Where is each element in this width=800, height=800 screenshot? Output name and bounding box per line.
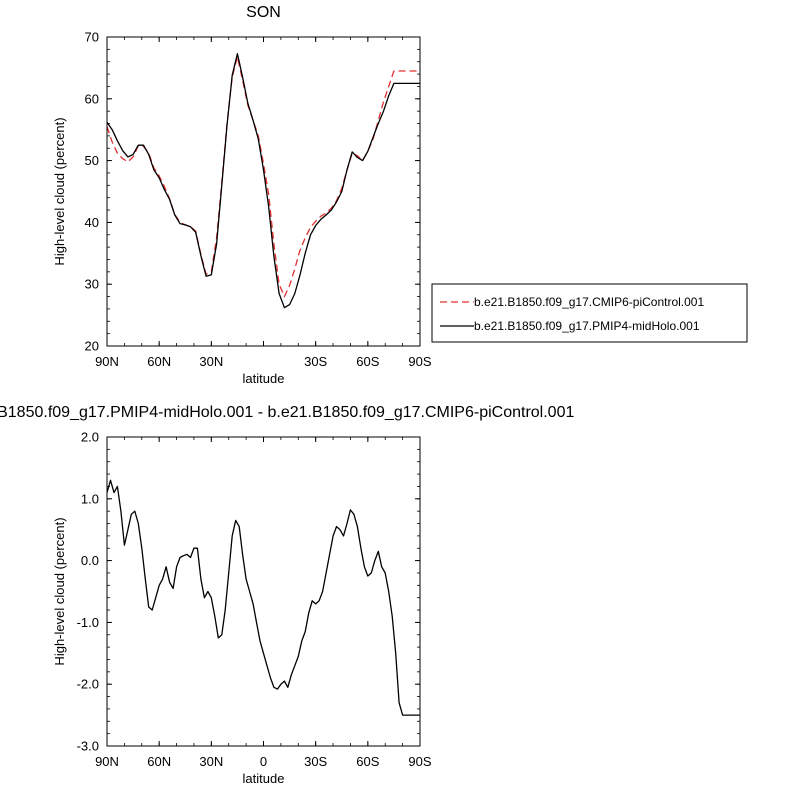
chart1-series-line-2 [107, 53, 420, 309]
chart2-x-tick-label: 0 [260, 754, 267, 769]
chart2-x-tick-label: 90N [95, 754, 119, 769]
chart1-series-line-1 [107, 56, 420, 298]
chart1-x-tick-label: 60S [356, 354, 379, 369]
chart1-x-tick-label: 90N [95, 354, 119, 369]
chart2-y-tick-label: 2.0 [81, 430, 99, 445]
chart1-legend-label-1: b.e21.B1850.f09_g17.CMIP6-piControl.001 [474, 295, 704, 309]
chart1-y-axis-label: High-level cloud (percent) [52, 117, 67, 265]
chart2-y-tick-label: 0.0 [81, 553, 99, 568]
chart2-x-tick-label: 60S [356, 754, 379, 769]
chart1-legend-box [431, 283, 748, 343]
chart1-plot-frame [106, 36, 421, 347]
chart2-x-tick-label: 60N [147, 754, 171, 769]
chart1-y-tick-label: 50 [85, 153, 99, 168]
chart2-y-tick-label: 1.0 [81, 491, 99, 506]
chart1-legend-label-2: b.e21.B1850.f09_g17.PMIP4-midHolo.001 [474, 319, 700, 333]
chart2-x-tick-label: 30N [199, 754, 223, 769]
chart1-y-tick-label: 30 [85, 277, 99, 292]
chart2-y-tick-label: -2.0 [77, 677, 99, 692]
chart1-y-tick-label: 20 [85, 339, 99, 354]
chart1-y-tick-label: 40 [85, 215, 99, 230]
chart1-x-tick-label: 30N [199, 354, 223, 369]
chart2-x-tick-label: 30S [304, 754, 327, 769]
chart2-y-tick-label: -1.0 [77, 615, 99, 630]
chart2-plot-frame [106, 436, 421, 747]
chart1-title: SON [246, 4, 281, 21]
chart2-y-tick-label: -3.0 [77, 739, 99, 754]
chart1-x-tick-label: 90S [408, 354, 431, 369]
chart1-x-axis-label: latitude [243, 371, 285, 386]
chart1-x-tick-label: 30S [304, 354, 327, 369]
chart2-y-axis-label: High-level cloud (percent) [52, 517, 67, 665]
chart1-x-tick-label: 60N [147, 354, 171, 369]
chart2-series-line-1 [107, 479, 420, 716]
chart1-y-tick-label: 70 [85, 30, 99, 45]
chart2-title: b.e21.B1850.f09_g17.PMIP4-midHolo.001 - … [0, 404, 574, 421]
chart2-x-tick-label: 90S [408, 754, 431, 769]
chart2-x-axis-label: latitude [243, 771, 285, 786]
chart1-y-tick-label: 60 [85, 91, 99, 106]
